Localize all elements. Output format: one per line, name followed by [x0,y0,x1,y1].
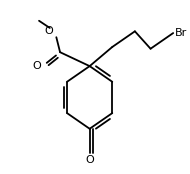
Text: O: O [85,155,94,165]
Text: O: O [44,26,53,36]
Text: Br: Br [175,28,187,38]
Text: O: O [32,61,41,71]
